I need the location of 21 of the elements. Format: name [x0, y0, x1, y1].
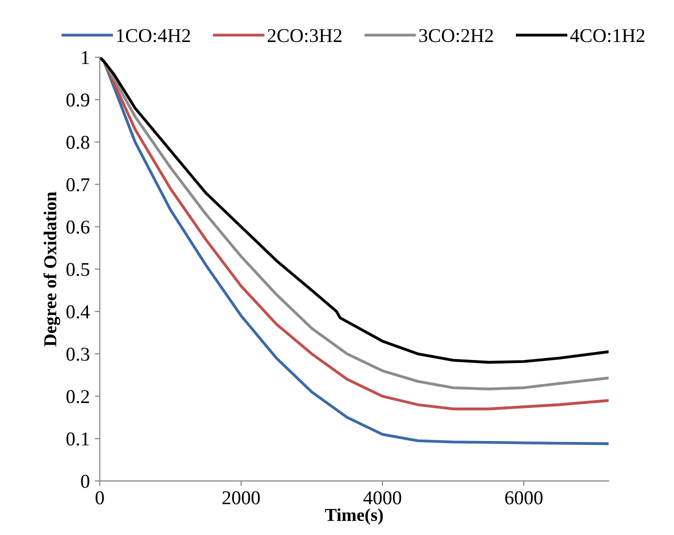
y-tick-label: 0 [81, 474, 90, 488]
y-tick-label: 0.1 [66, 432, 89, 446]
y-tick-label: 0.5 [66, 262, 90, 276]
legend-label: 4CO:1H2 [570, 29, 644, 42]
x-tick-label: 2000 [222, 491, 260, 504]
y-tick-label: 0.4 [66, 305, 90, 318]
y-tick-label: 0.8 [66, 136, 90, 150]
y-tick-label: 0.2 [66, 390, 89, 404]
x-axis-title: Time(s) [325, 508, 383, 525]
x-tick-label: 6000 [505, 491, 543, 504]
x-tick-label: 4000 [363, 491, 402, 504]
legend-label: 1CO:4H2 [117, 29, 190, 42]
x-tick-label: 0 [96, 491, 104, 504]
y-axis-title: Degree of Oxidation [43, 192, 60, 346]
y-tick-label: 1 [82, 51, 89, 64]
y-tick-label: 0.7 [66, 178, 90, 192]
y-tick-label: 0.6 [66, 220, 90, 234]
legend-label: 2CO:3H2 [268, 29, 342, 42]
y-tick-label: 0.9 [66, 93, 90, 107]
legend-label: 3CO:2H2 [419, 29, 493, 42]
y-tick-label: 0.3 [66, 348, 90, 361]
